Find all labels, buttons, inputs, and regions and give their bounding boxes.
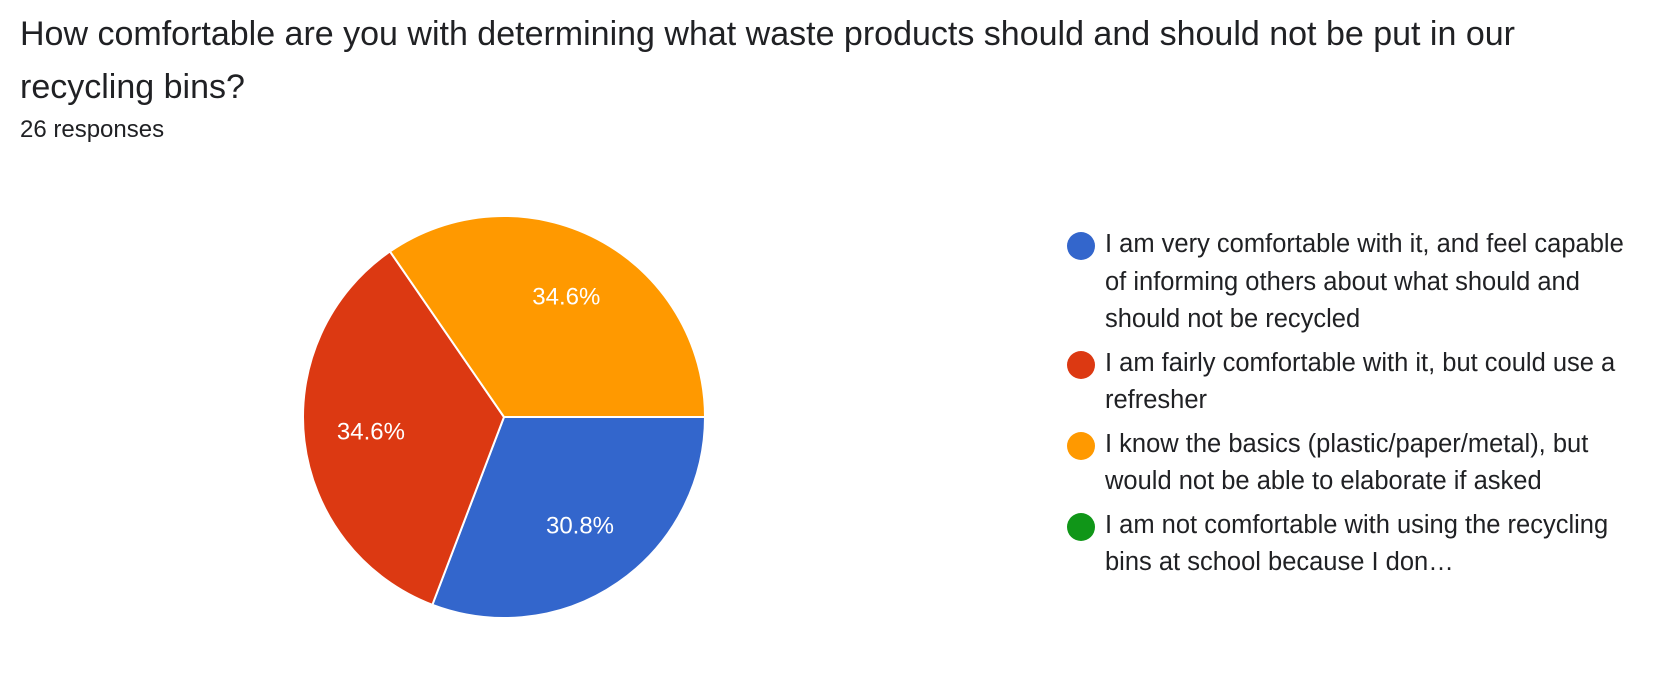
legend-item-know-basics[interactable]: I know the basics (plastic/paper/metal),… bbox=[1067, 426, 1627, 501]
legend-item-fairly-comfortable[interactable]: I am fairly comfortable with it, but cou… bbox=[1067, 345, 1627, 420]
legend-swatch-green bbox=[1067, 513, 1095, 541]
legend-item-very-comfortable[interactable]: I am very comfortable with it, and feel … bbox=[1067, 226, 1627, 339]
legend-label: I am very comfortable with it, and feel … bbox=[1105, 226, 1627, 339]
legend: I am very comfortable with it, and feel … bbox=[1067, 226, 1627, 588]
pie-slices bbox=[303, 216, 705, 618]
legend-label: I am fairly comfortable with it, but cou… bbox=[1105, 345, 1627, 420]
legend-swatch-orange bbox=[1067, 432, 1095, 460]
legend-swatch-blue bbox=[1067, 232, 1095, 260]
pie-slice-label-very-comfortable: 30.8% bbox=[546, 513, 614, 540]
pie-slice-label-know-basics: 34.6% bbox=[532, 284, 600, 311]
legend-label: I know the basics (plastic/paper/metal),… bbox=[1105, 426, 1627, 501]
legend-label: I am not comfortable with using the recy… bbox=[1105, 507, 1627, 582]
legend-swatch-red bbox=[1067, 351, 1095, 379]
legend-item-not-comfortable[interactable]: I am not comfortable with using the recy… bbox=[1067, 507, 1627, 582]
pie-slice-label-fairly-comfortable: 34.6% bbox=[337, 418, 405, 445]
